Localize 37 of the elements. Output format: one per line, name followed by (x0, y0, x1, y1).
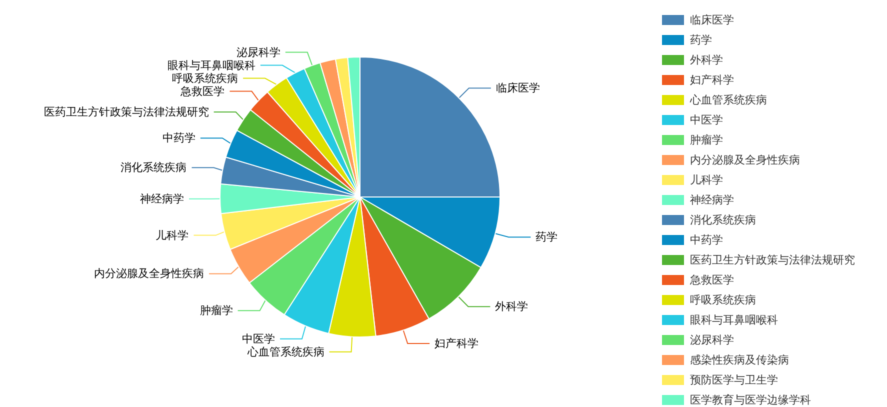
slice-label: 泌尿科学 (236, 46, 280, 59)
legend-label: 肿瘤学 (690, 134, 723, 146)
legend-label: 外科学 (690, 54, 723, 66)
legend-label: 泌尿科学 (690, 334, 734, 346)
legend-label: 中药学 (690, 234, 723, 246)
legend-label: 儿科学 (690, 174, 723, 186)
slice-label: 妇产科学 (434, 336, 479, 350)
slice-label: 心血管系统疾病 (246, 345, 324, 358)
slice-label: 医药卫生方针政策与法律法规研究 (44, 106, 209, 119)
legend-label: 感染性疾病及传染病 (690, 354, 789, 366)
legend-label: 药学 (690, 34, 712, 46)
slice-label: 药学 (536, 230, 558, 244)
slice-label: 临床医学 (496, 82, 540, 95)
legend-label: 神经病学 (690, 194, 734, 206)
legend-label: 中医学 (690, 114, 723, 126)
legend-label: 临床医学 (690, 14, 734, 26)
legend-label: 急救医学 (689, 274, 734, 286)
slice-label: 儿科学 (156, 228, 189, 242)
slice-label: 呼吸系统疾病 (172, 72, 238, 85)
slice-label: 眼科与耳鼻咽喉科 (167, 58, 256, 72)
legend-label: 内分泌腺及全身性疾病 (690, 154, 800, 166)
slice-label: 消化系统疾病 (120, 161, 187, 174)
slice-label: 中药学 (162, 132, 196, 145)
slice-label: 外科学 (495, 300, 528, 314)
legend-label: 心血管系统疾病 (689, 94, 767, 106)
slice-label: 内分泌腺及全身性疾病 (94, 267, 204, 280)
legend-label: 消化系统疾病 (690, 214, 756, 226)
legend-label: 呼吸系统疾病 (690, 294, 756, 306)
legend-label: 预防医学与卫生学 (690, 374, 778, 386)
slice-label: 急救医学 (180, 84, 225, 98)
legend-label: 妇产科学 (690, 74, 734, 86)
legend-label: 医学教育与医学边缘学科 (690, 394, 811, 406)
slice-label: 肿瘤学 (200, 304, 233, 318)
slice-label: 神经病学 (140, 192, 184, 206)
legend-label: 眼科与耳鼻咽喉科 (690, 314, 778, 326)
slice-label: 中医学 (242, 332, 275, 346)
legend-label: 医药卫生方针政策与法律法规研究 (690, 254, 855, 266)
